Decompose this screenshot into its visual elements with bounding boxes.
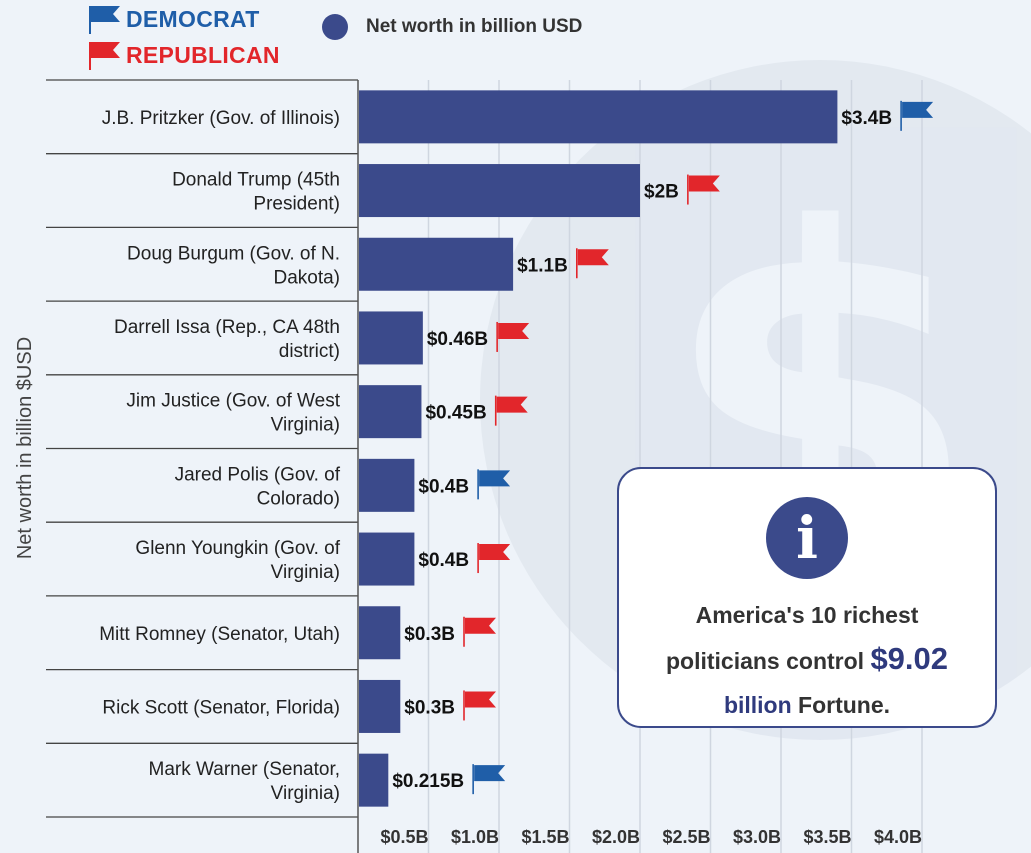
legend-series: Net worth in billion USD (322, 14, 582, 40)
legend-series-dot (322, 14, 348, 40)
category-label: Darrell Issa (Rep., CA 48th (114, 317, 340, 338)
democrat-flag-icon (900, 100, 934, 131)
info-icon: i (766, 497, 848, 579)
info-line-2: politicians control $9.02 (619, 637, 995, 683)
data-label: $1.1B (517, 255, 568, 276)
legend-republican: REPUBLICAN (88, 40, 280, 70)
bar (359, 311, 423, 365)
republican-flag-icon (89, 42, 120, 70)
bar (359, 90, 838, 144)
row-separators (46, 79, 358, 818)
category-label: Virginia) (271, 415, 340, 436)
category-label: Virginia) (271, 562, 340, 583)
data-label: $0.46B (427, 329, 488, 350)
x-tick-label: $4.0B (874, 827, 922, 847)
x-tick-label: $2.0B (592, 827, 640, 847)
info-suffix: Fortune. (798, 692, 891, 718)
bar (359, 385, 422, 439)
y-axis-title: Net worth in billion $USD (14, 337, 36, 559)
bar (359, 237, 514, 291)
info-line-3: billion Fortune. (619, 683, 995, 727)
republican-flag-icon (477, 543, 511, 574)
data-label: $0.3B (404, 697, 455, 718)
democrat-flag-icon (477, 469, 511, 500)
republican-flag-icon (496, 321, 530, 352)
legend-republican-label: REPUBLICAN (126, 41, 280, 68)
data-label: $0.215B (392, 771, 464, 792)
democrat-flag-icon (89, 6, 120, 34)
info-line-1: America's 10 richest (695, 602, 919, 628)
category-labels: J.B. Pritzker (Gov. of Illinois) Donald T… (99, 108, 340, 804)
bar (359, 606, 401, 660)
x-tick-label: $2.5B (662, 827, 710, 847)
republican-flag-icon (494, 395, 528, 426)
x-tick-labels: $0.5B $1.0B $1.5B $2.0B $2.5B $3.0B $3.5B $4.0B (380, 827, 922, 847)
legend-series-label: Net worth in billion USD (366, 16, 583, 37)
data-label: $0.4B (418, 550, 469, 571)
republican-flag-icon (463, 690, 497, 721)
data-label: $0.3B (404, 624, 455, 645)
x-tick-label: $3.5B (803, 827, 851, 847)
bars: $3.4B $2B $1.1B $0.46B $0.45B $0.4B $0.4B $0.3B… (359, 90, 934, 807)
category-label: Mark Warner (Senator, (149, 759, 340, 780)
legend-democrat-label: DEMOCRAT (126, 5, 260, 32)
x-tick-label: $1.0B (451, 827, 499, 847)
data-label: $0.4B (418, 476, 469, 497)
republican-flag-icon (576, 248, 609, 279)
data-label: $3.4B (841, 108, 892, 129)
republican-flag-icon (687, 174, 720, 205)
bar (359, 458, 415, 512)
category-label: Donald Trump (45th (172, 170, 340, 191)
legend-democrat: DEMOCRAT (88, 4, 260, 34)
bar (359, 753, 389, 807)
info-highlight-unit: billion (723, 692, 792, 718)
category-label: Colorado) (257, 488, 340, 509)
category-label: Dakota) (273, 267, 340, 288)
info-text: America's 10 richest politicians control… (619, 593, 995, 727)
category-label: President) (253, 194, 340, 215)
republican-flag-icon (463, 616, 497, 647)
x-tick-label: $0.5B (380, 827, 428, 847)
data-label: $2B (644, 182, 679, 203)
category-label: Jared Polis (Gov. of (175, 464, 341, 485)
category-label: Jim Justice (Gov. of West (126, 391, 340, 412)
category-label: J.B. Pritzker (Gov. of Illinois) (102, 108, 340, 129)
info-highlight-value: $9.02 (870, 641, 949, 676)
bar (359, 164, 640, 218)
info-line-2-prefix: politicians control (665, 648, 865, 674)
category-label: Rick Scott (Senator, Florida) (102, 697, 340, 718)
category-label: Mitt Romney (Senator, Utah) (99, 624, 340, 645)
info-box: i America's 10 richest politicians contr… (617, 467, 997, 728)
category-label: Glenn Youngkin (Gov. of (135, 538, 340, 559)
bar (359, 679, 401, 733)
democrat-flag-icon (472, 764, 506, 795)
x-tick-label: $3.0B (733, 827, 781, 847)
bar (359, 532, 415, 586)
category-label: Virginia) (271, 783, 340, 804)
category-label: Doug Burgum (Gov. of N. (127, 243, 340, 264)
data-label: $0.45B (425, 403, 486, 424)
category-label: district) (279, 341, 340, 362)
x-tick-label: $1.5B (521, 827, 569, 847)
